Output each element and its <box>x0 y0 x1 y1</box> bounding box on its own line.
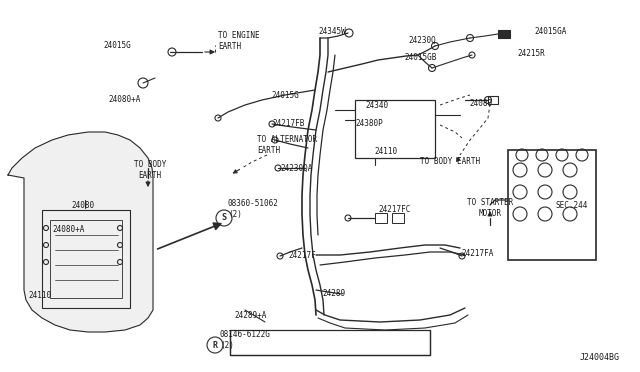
Text: 24080: 24080 <box>72 201 95 209</box>
Bar <box>42 210 130 308</box>
Text: 24380P: 24380P <box>355 119 383 128</box>
Text: 24080: 24080 <box>469 99 492 108</box>
Bar <box>508 150 596 260</box>
Text: 24215R: 24215R <box>517 49 545 58</box>
Text: 08146-6122G
(2): 08146-6122G (2) <box>220 330 271 350</box>
Text: 24217F: 24217F <box>288 251 316 260</box>
Text: J24004BG: J24004BG <box>580 353 620 362</box>
Text: SEC.244: SEC.244 <box>556 202 588 211</box>
Text: 24340: 24340 <box>365 100 388 109</box>
Text: 24217FB: 24217FB <box>272 119 305 128</box>
Bar <box>230 330 430 355</box>
Bar <box>375 213 387 223</box>
Bar <box>488 96 498 104</box>
Text: 24015GB: 24015GB <box>404 54 436 62</box>
Text: 24217FC: 24217FC <box>378 205 410 215</box>
Text: 24289+A: 24289+A <box>234 311 266 321</box>
Text: 24345W: 24345W <box>318 28 346 36</box>
Text: 24289: 24289 <box>322 289 345 298</box>
Text: 24230Q: 24230Q <box>408 35 436 45</box>
Text: TO ENGINE
EARTH: TO ENGINE EARTH <box>218 31 260 51</box>
Text: 24230QA: 24230QA <box>280 164 312 173</box>
Text: S: S <box>221 214 227 222</box>
Text: TO STARTER
MOTOR: TO STARTER MOTOR <box>467 198 513 218</box>
Text: 24110: 24110 <box>374 148 397 157</box>
Text: 24217FA: 24217FA <box>461 250 493 259</box>
Text: 24015G: 24015G <box>271 92 299 100</box>
Text: TO BODY EARTH: TO BODY EARTH <box>420 157 480 167</box>
Text: TO BODY
EARTH: TO BODY EARTH <box>134 160 166 180</box>
Text: TO ALTERNATOR
EARTH: TO ALTERNATOR EARTH <box>257 135 317 155</box>
Bar <box>355 100 435 158</box>
Text: 08360-51062
(2): 08360-51062 (2) <box>228 199 279 219</box>
Text: R: R <box>212 340 218 350</box>
Text: 24080+A: 24080+A <box>108 96 140 105</box>
Bar <box>50 220 122 298</box>
Polygon shape <box>8 132 153 332</box>
Text: 24015GA: 24015GA <box>534 28 566 36</box>
Text: 24080+A: 24080+A <box>52 225 84 234</box>
Bar <box>392 213 404 223</box>
Bar <box>498 30 510 38</box>
Text: 24110: 24110 <box>28 291 51 299</box>
Text: 24015G: 24015G <box>103 41 131 49</box>
